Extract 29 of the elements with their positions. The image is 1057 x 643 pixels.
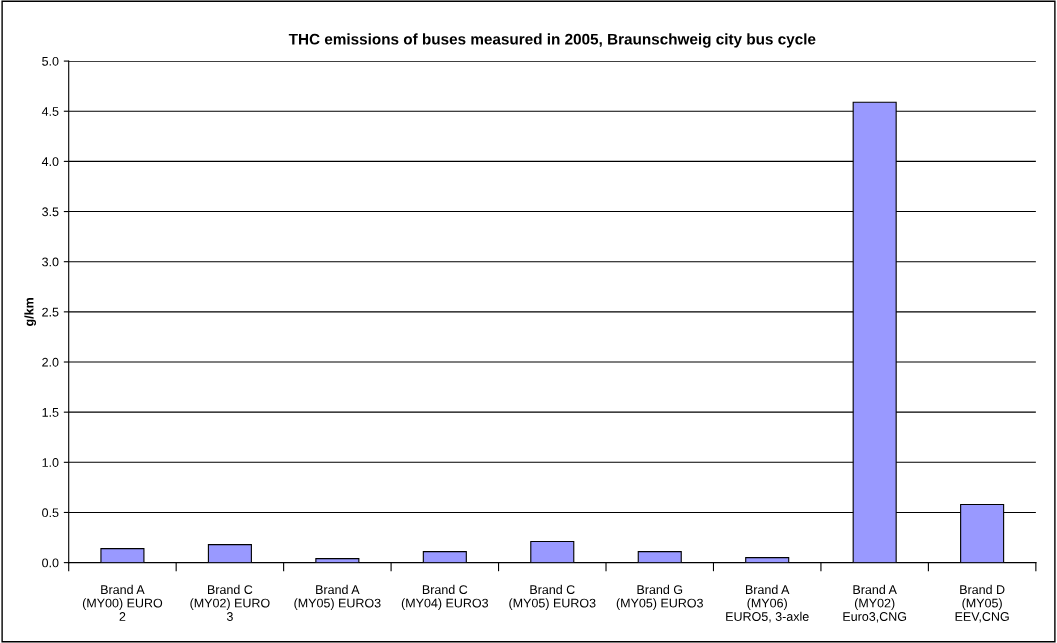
y-tick-label: 3.0	[42, 257, 59, 267]
x-tick-label: Brand D (MY05) EEV,CNG	[955, 584, 1009, 623]
bar	[530, 541, 575, 563]
bar	[637, 551, 682, 563]
y-tick-label: 1.5	[42, 408, 59, 417]
bar	[100, 548, 145, 563]
chart-title: THC emissions of buses measured in 2005, Braunschweig city bus cycle	[288, 33, 816, 48]
y-tick-label: 0.5	[42, 508, 59, 518]
y-tick-label: 1.0	[42, 458, 59, 467]
x-tick-label: Brand A (MY02) Euro3,CNG	[843, 584, 907, 623]
x-tick-label: Brand C (MY04) EURO3	[401, 584, 489, 610]
x-tick-label: Brand A (MY05) EURO3	[294, 584, 381, 610]
y-tick-label: 2.5	[42, 307, 59, 317]
y-tick-label: 5.0	[42, 56, 59, 66]
y-tick-label: 4.0	[41, 157, 59, 167]
x-tick-label: Brand G (MY05) EURO3	[616, 584, 703, 610]
x-tick-label: Brand C (MY05) EURO3	[509, 584, 596, 610]
y-tick-label: 2.0	[42, 357, 59, 367]
y-tick-label: 4.5	[41, 107, 59, 116]
x-tick-label: Brand A (MY06) EURO5, 3-axle	[726, 584, 809, 623]
bar	[422, 551, 467, 563]
y-tick-label: 3.5	[42, 207, 59, 217]
bar	[207, 544, 252, 563]
bar	[315, 558, 360, 563]
bar	[745, 557, 790, 563]
x-tick-label: Brand C (MY02) EURO 3	[190, 584, 270, 621]
y-axis-title: g/km	[24, 298, 37, 326]
y-tick-label: 0.0	[42, 558, 59, 568]
x-tick-label: Brand A (MY00) EURO 2	[82, 584, 163, 621]
